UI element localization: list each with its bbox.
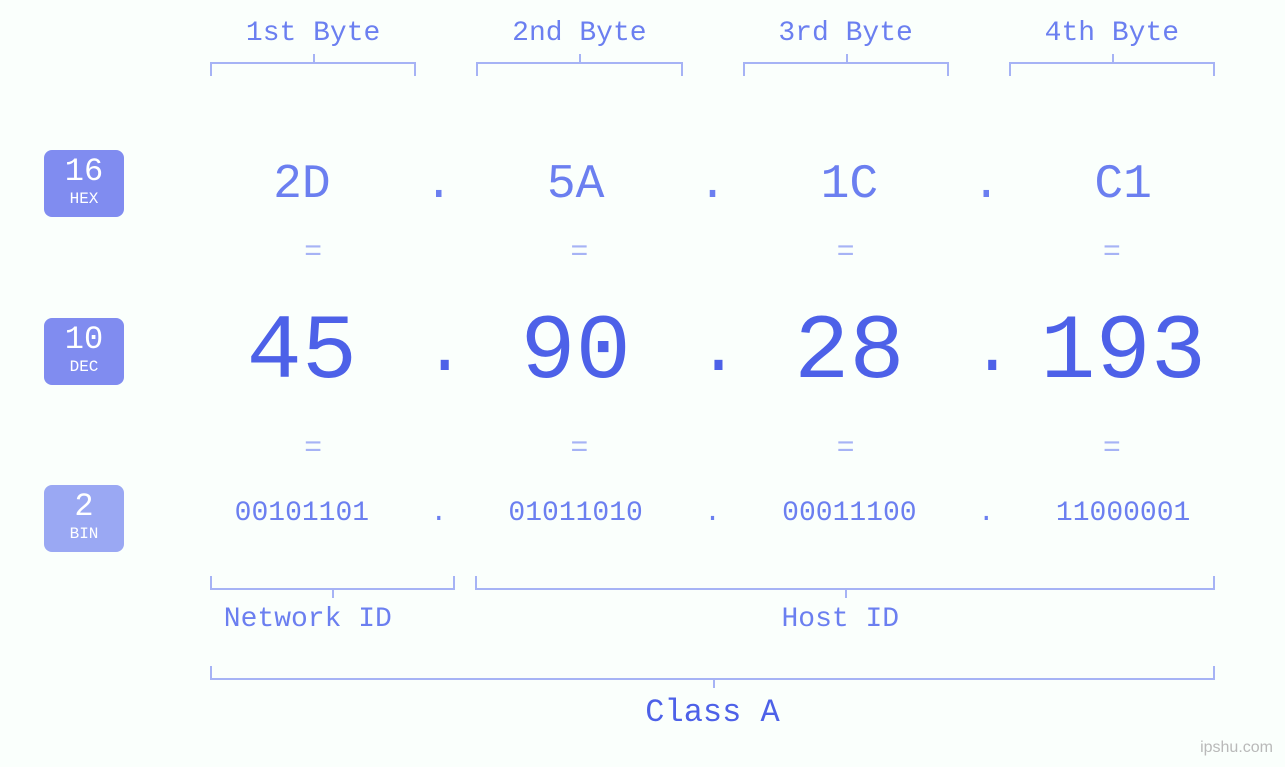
base-badge-dec: 10 DEC — [44, 318, 124, 385]
dec-byte-4: 193 — [1001, 300, 1245, 405]
top-bracket — [1009, 62, 1215, 92]
host-bracket — [475, 570, 1215, 590]
separator: . — [971, 158, 1001, 212]
bin-byte-4: 11000001 — [1001, 498, 1245, 529]
byte-label-2: 2nd Byte — [446, 18, 712, 49]
watermark: ipshu.com — [1200, 739, 1273, 757]
byte-label-4: 4th Byte — [979, 18, 1245, 49]
separator: . — [698, 158, 728, 212]
base-number: 10 — [44, 324, 124, 356]
base-name: DEC — [44, 358, 124, 377]
dec-byte-2: 90 — [454, 300, 698, 405]
dec-byte-3: 28 — [728, 300, 972, 405]
separator: . — [424, 498, 454, 529]
top-bracket — [743, 62, 949, 92]
byte-label-1: 1st Byte — [180, 18, 446, 49]
separator: . — [971, 313, 1001, 392]
network-bracket — [210, 570, 455, 590]
bin-row: 00101101 . 01011010 . 00011100 . 1100000… — [180, 498, 1245, 529]
equals-sign: = — [446, 236, 712, 270]
class-label: Class A — [180, 694, 1245, 731]
id-labels: Network ID Host ID — [180, 604, 1245, 635]
dec-byte-1: 45 — [180, 300, 424, 405]
equals-sign: = — [979, 236, 1245, 270]
equals-sign: = — [713, 432, 979, 466]
base-name: BIN — [44, 525, 124, 544]
base-number: 16 — [44, 156, 124, 188]
equals-row-1: = = = = — [180, 236, 1245, 270]
separator: . — [424, 313, 454, 392]
equals-sign: = — [180, 432, 446, 466]
hex-byte-3: 1C — [728, 158, 972, 212]
base-badge-hex: 16 HEX — [44, 150, 124, 217]
separator: . — [424, 158, 454, 212]
hex-byte-4: C1 — [1001, 158, 1245, 212]
hex-row: 2D . 5A . 1C . C1 — [180, 158, 1245, 212]
network-id-label: Network ID — [180, 604, 436, 635]
separator: . — [698, 498, 728, 529]
base-number: 2 — [44, 491, 124, 523]
separator: . — [698, 313, 728, 392]
dec-row: 45 . 90 . 28 . 193 — [180, 300, 1245, 405]
byte-labels-row: 1st Byte 2nd Byte 3rd Byte 4th Byte — [180, 18, 1245, 49]
equals-sign: = — [180, 236, 446, 270]
bin-byte-3: 00011100 — [728, 498, 972, 529]
top-brackets — [180, 62, 1245, 92]
equals-sign: = — [713, 236, 979, 270]
id-brackets — [180, 570, 1245, 600]
equals-sign: = — [979, 432, 1245, 466]
equals-sign: = — [446, 432, 712, 466]
class-bracket — [210, 660, 1215, 680]
equals-row-2: = = = = — [180, 432, 1245, 466]
base-badge-bin: 2 BIN — [44, 485, 124, 552]
hex-byte-1: 2D — [180, 158, 424, 212]
host-id-label: Host ID — [436, 604, 1245, 635]
byte-label-3: 3rd Byte — [713, 18, 979, 49]
bin-byte-2: 01011010 — [454, 498, 698, 529]
top-bracket — [210, 62, 416, 92]
hex-byte-2: 5A — [454, 158, 698, 212]
separator: . — [971, 498, 1001, 529]
top-bracket — [476, 62, 682, 92]
bin-byte-1: 00101101 — [180, 498, 424, 529]
base-name: HEX — [44, 190, 124, 209]
